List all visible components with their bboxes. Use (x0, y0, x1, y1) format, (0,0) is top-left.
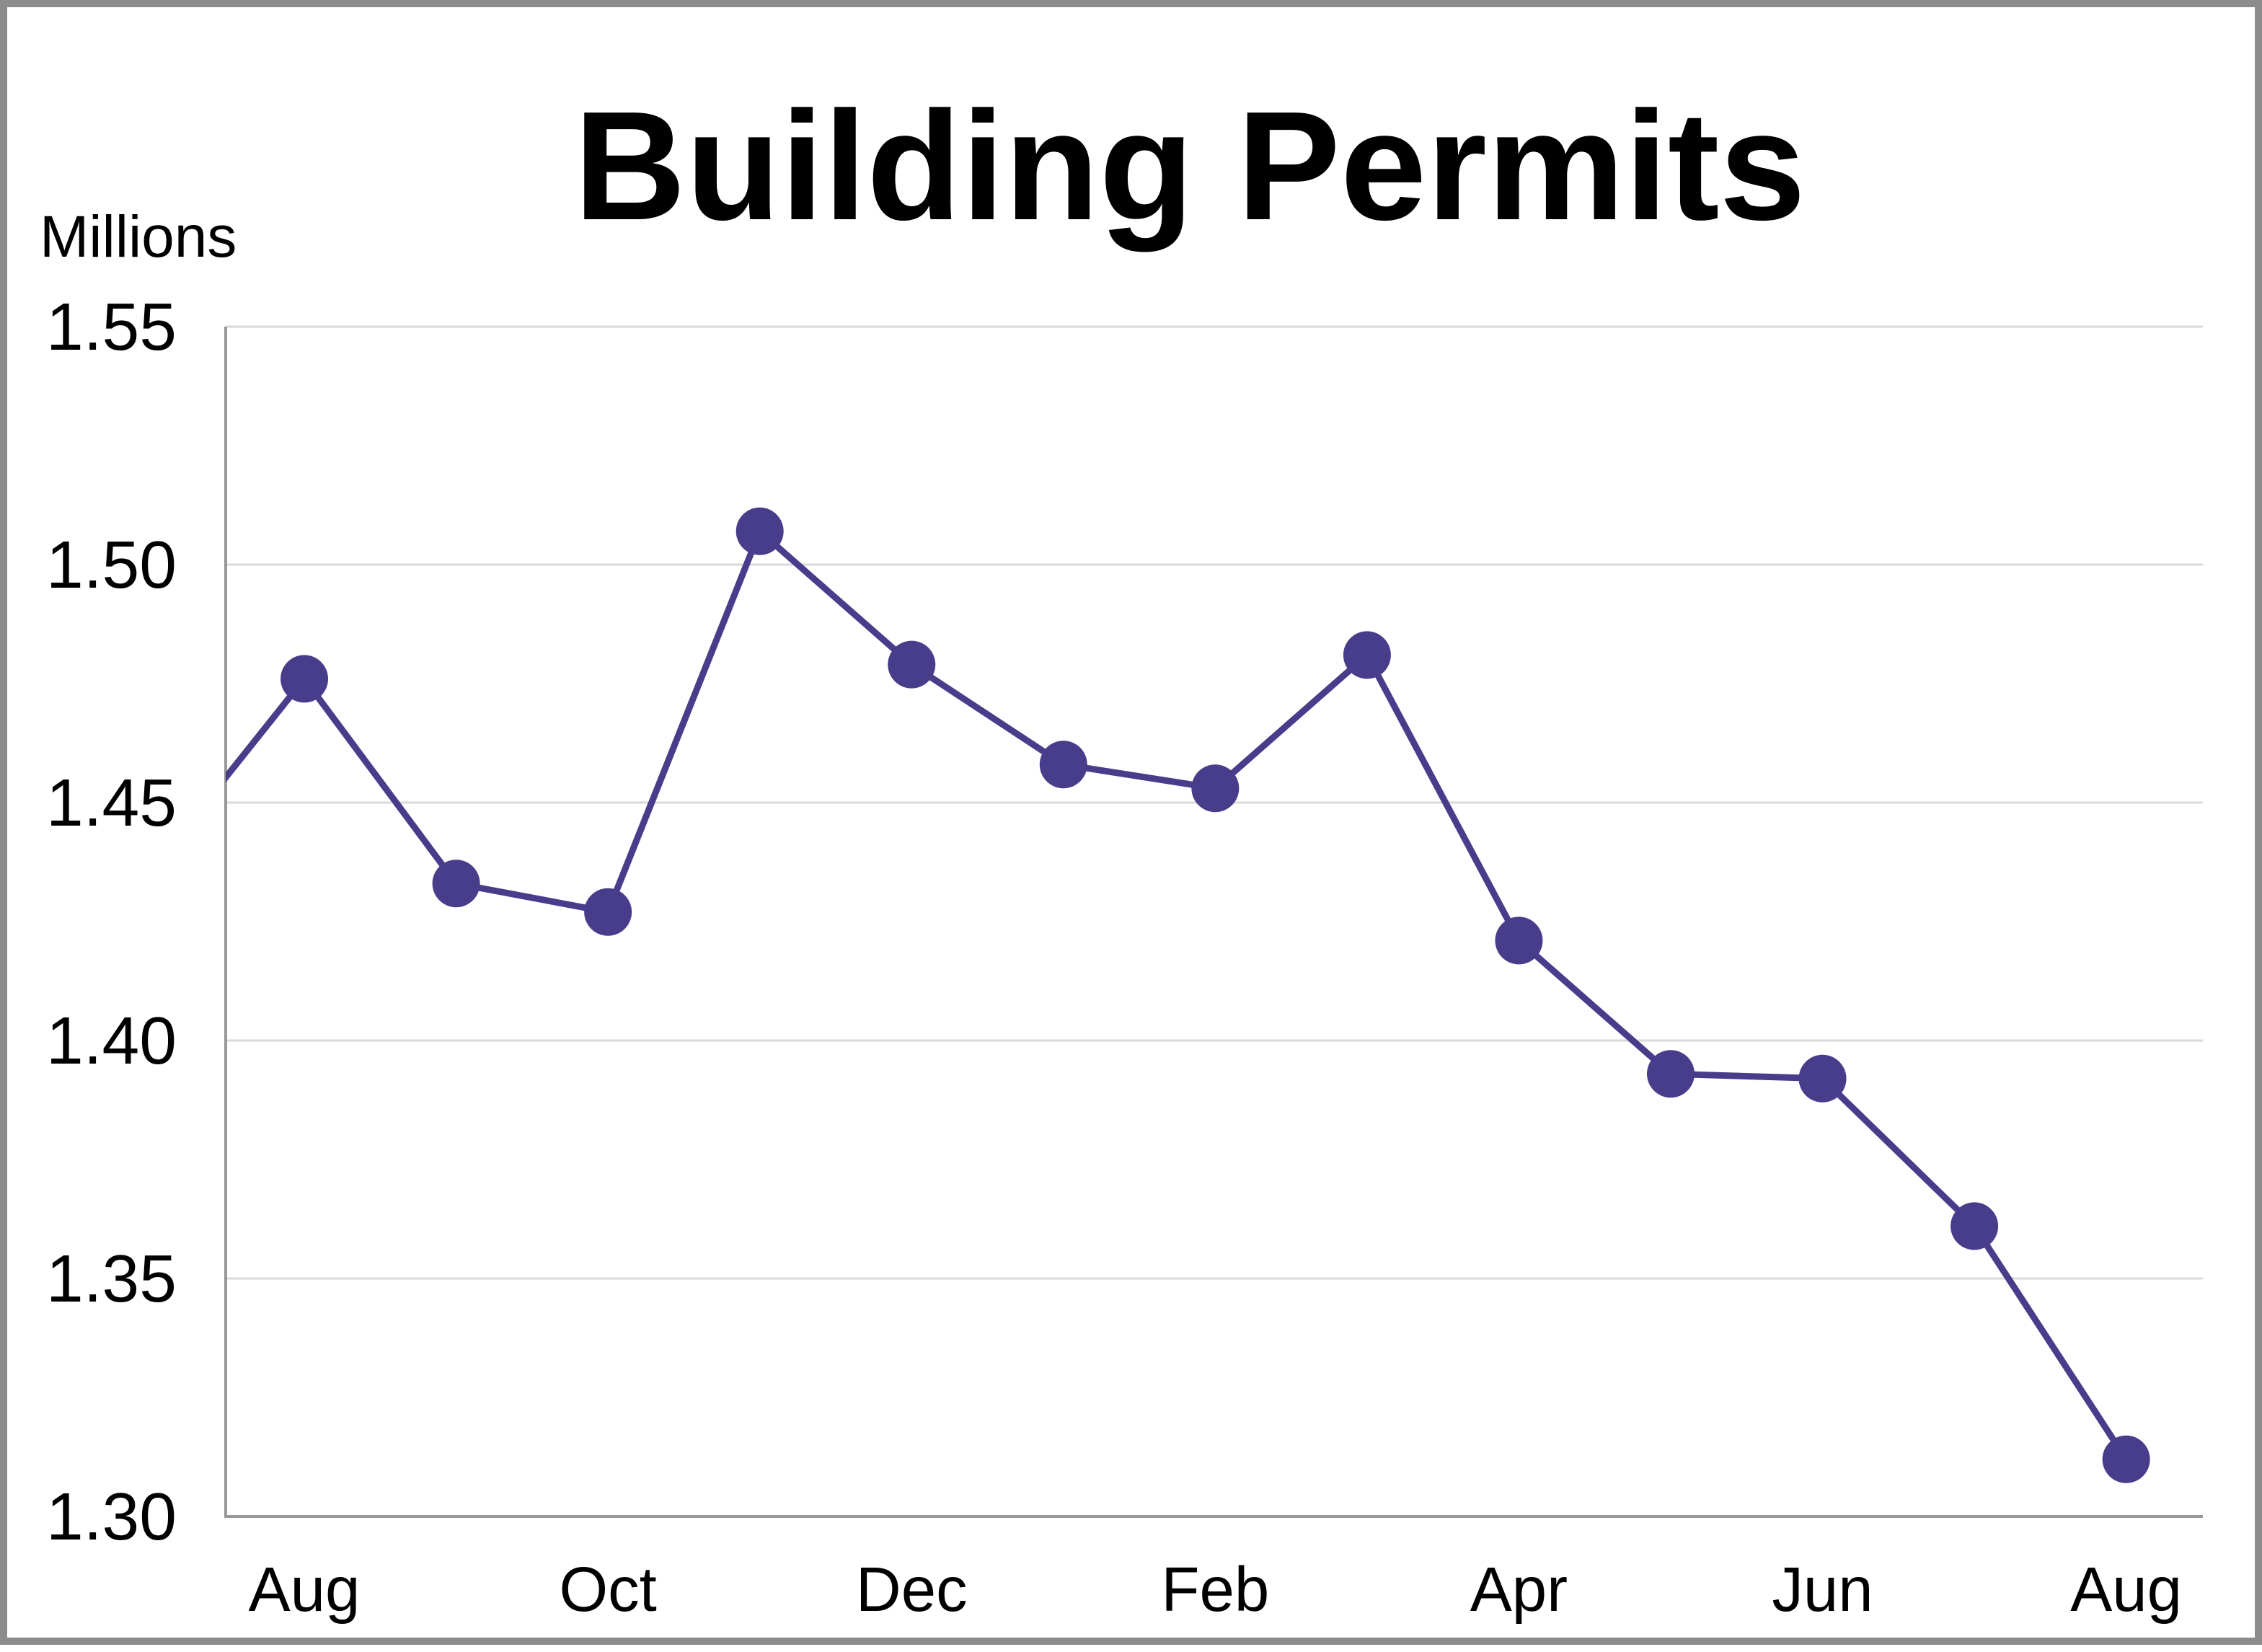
data-point-marker (1950, 1202, 1999, 1250)
data-point-marker (1798, 1054, 1847, 1103)
x-tick-label: Apr (1470, 1555, 1568, 1625)
x-tick-label: Feb (1161, 1555, 1270, 1625)
data-point-marker (1343, 631, 1391, 679)
data-point-marker (735, 507, 784, 555)
data-point-marker (1039, 741, 1087, 789)
data-point-marker (1191, 764, 1240, 813)
data-point-marker (280, 655, 329, 703)
chart-title: Building Permits (573, 79, 1806, 252)
y-tick-label: 1.45 (45, 765, 177, 840)
line-chart-plot (224, 325, 2203, 1518)
data-point-marker (584, 888, 632, 936)
x-tick-label: Dec (855, 1555, 968, 1625)
y-tick-label: 1.30 (45, 1479, 177, 1554)
data-point-marker (1495, 916, 1543, 965)
x-tick-label: Aug (2070, 1555, 2183, 1625)
y-tick-label: 1.50 (45, 527, 177, 602)
data-point-marker (888, 640, 936, 689)
x-tick-label: Aug (248, 1555, 361, 1625)
y-tick-label: 1.55 (45, 289, 177, 364)
data-point-marker (2102, 1435, 2150, 1483)
x-tick-label: Oct (559, 1555, 657, 1625)
y-tick-label: 1.35 (45, 1241, 177, 1316)
x-tick-label: Jun (1772, 1555, 1873, 1625)
data-point-marker (1647, 1050, 1695, 1098)
data-point-marker (432, 860, 480, 908)
y-tick-label: 1.40 (45, 1003, 177, 1078)
series-line (226, 528, 2130, 1463)
y-axis-unit-label: Millions (40, 204, 237, 270)
